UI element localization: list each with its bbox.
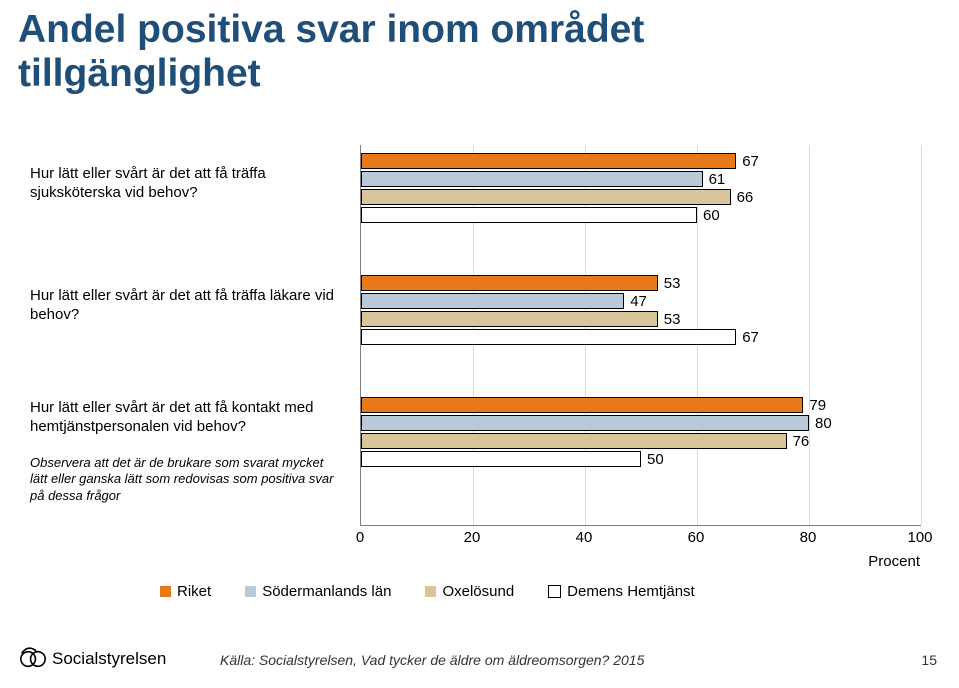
bar <box>361 311 658 327</box>
legend-item: Oxelösund <box>425 583 514 600</box>
x-tick-label: 100 <box>907 529 932 546</box>
legend-swatch <box>160 586 171 597</box>
bar <box>361 433 787 449</box>
plot-area: 67 61 66 60 53 47 53 67 7980 76 50 <box>360 145 921 526</box>
bar-value-label: 53 <box>664 275 681 292</box>
bar <box>361 293 624 309</box>
x-tick-label: 20 <box>464 529 481 546</box>
slide-root: Andel positiva svar inom området tillgän… <box>0 0 959 688</box>
bar <box>361 329 736 345</box>
bar <box>361 171 703 187</box>
legend-swatch <box>425 586 436 597</box>
legend-swatch <box>245 586 256 597</box>
bar-value-label: 67 <box>742 329 759 346</box>
legend-swatch <box>548 585 561 598</box>
bar-value-label: 53 <box>664 311 681 328</box>
legend-item: Demens Hemtjänst <box>548 583 695 600</box>
page-title: Andel positiva svar inom området tillgän… <box>18 8 644 95</box>
group-label: Hur lätt eller svårt är det att få konta… <box>30 399 340 437</box>
bar-value-label: 67 <box>742 153 759 170</box>
x-tick-label: 60 <box>688 529 705 546</box>
bar-value-label: 50 <box>647 451 664 468</box>
title-line1: Andel positiva svar inom området <box>18 8 644 51</box>
legend-label: Södermanlands län <box>262 583 391 600</box>
x-tick-label: 0 <box>356 529 364 546</box>
chart-area: Hur lätt eller svårt är det att få träff… <box>30 145 930 575</box>
bar <box>361 451 641 467</box>
group-note: Observera att det är de brukare som svar… <box>30 455 340 504</box>
group-label: Hur lätt eller svårt är det att få träff… <box>30 165 340 203</box>
bar <box>361 153 736 169</box>
bar-value-label: 47 <box>630 293 647 310</box>
bar-value-label: 66 <box>737 189 754 206</box>
x-tick-label: 40 <box>576 529 593 546</box>
bar-value-label: 79 <box>809 397 826 414</box>
x-tick-label: 80 <box>800 529 817 546</box>
bar-value-label: 76 <box>793 433 810 450</box>
bar <box>361 397 803 413</box>
source-text: Källa: Socialstyrelsen, Vad tycker de äl… <box>220 652 644 668</box>
logo-text: Socialstyrelsen <box>52 649 166 669</box>
legend-item: Södermanlands län <box>245 583 391 600</box>
group-label: Hur lätt eller svårt är det att få träff… <box>30 287 340 325</box>
legend-label: Riket <box>177 583 211 600</box>
bar-value-label: 80 <box>815 415 832 432</box>
legend: Riket Södermanlands län Oxelösund Demens He… <box>160 583 950 600</box>
gridline <box>809 145 810 525</box>
bar <box>361 207 697 223</box>
gridline <box>921 145 922 525</box>
footer-logo: Socialstyrelsen <box>20 646 166 672</box>
logo-icon <box>20 646 46 672</box>
x-axis-title: Procent <box>868 553 920 570</box>
bar <box>361 415 809 431</box>
legend-label: Demens Hemtjänst <box>567 583 695 600</box>
page-number: 15 <box>921 652 937 668</box>
bar <box>361 189 731 205</box>
title-line2: tillgänglighet <box>18 52 261 95</box>
bar-value-label: 61 <box>709 171 726 188</box>
legend-item: Riket <box>160 583 211 600</box>
bar-value-label: 60 <box>703 207 720 224</box>
bar <box>361 275 658 291</box>
legend-label: Oxelösund <box>442 583 514 600</box>
